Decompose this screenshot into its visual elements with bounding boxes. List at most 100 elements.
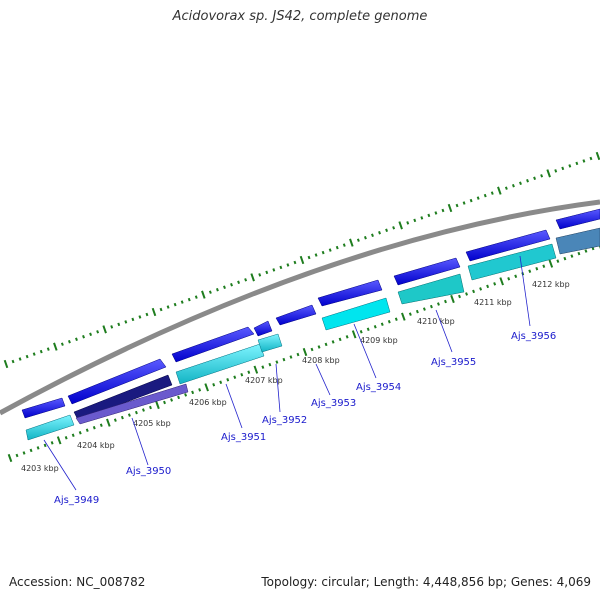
gene-ajs3949-forward[interactable] — [21, 397, 66, 419]
tick-mark — [378, 231, 381, 235]
tick-mark — [371, 233, 374, 237]
tick-mark — [356, 238, 360, 242]
kbp-label: 4203 kbp — [21, 464, 59, 473]
kbp-label: 4211 kbp — [474, 298, 512, 307]
tick-mark — [307, 255, 311, 260]
gene-ajs3955-forward[interactable] — [393, 257, 461, 286]
gene-ajs3955-reverse[interactable] — [397, 273, 465, 305]
tick-mark — [589, 156, 593, 161]
tick-mark — [67, 339, 71, 344]
tick-mark — [286, 263, 290, 267]
tick-mark — [373, 325, 377, 329]
gene-label[interactable]: Ajs_3956 — [511, 331, 556, 342]
tick-mark — [110, 325, 114, 329]
gene-ajs3951-reverse[interactable] — [175, 343, 265, 385]
outer-tick-marks — [3, 151, 600, 369]
tick-mark — [556, 259, 560, 263]
tick-mark — [219, 380, 223, 385]
gene-ajs3954-reverse[interactable] — [321, 297, 391, 331]
tick-mark — [437, 302, 440, 306]
gene-next-forward[interactable] — [555, 208, 600, 230]
tick-mark — [166, 305, 170, 309]
tick-mark — [159, 307, 163, 312]
tick-mark — [163, 400, 166, 405]
tick-mark — [244, 278, 248, 282]
gene-label[interactable]: Ajs_3949 — [54, 495, 99, 506]
tick-mark — [401, 312, 406, 321]
tick-mark — [184, 393, 188, 397]
gene-ajs3950b-reverse[interactable] — [75, 383, 189, 425]
tick-mark — [142, 408, 145, 412]
gene-ajs3952-forward[interactable] — [253, 320, 273, 337]
gene-ajs3951-forward[interactable] — [171, 326, 255, 363]
tick-mark — [180, 300, 184, 304]
tick-mark — [465, 292, 468, 296]
tick-mark — [296, 352, 300, 357]
tick-mark — [85, 428, 89, 432]
tick-mark — [493, 282, 497, 286]
tick-mark — [511, 183, 515, 188]
gene-ajs3949-reverse[interactable] — [25, 414, 75, 441]
tick-mark — [198, 388, 202, 392]
tick-mark — [3, 359, 9, 369]
tick-mark — [39, 349, 43, 354]
tick-mark — [526, 179, 529, 183]
tick-mark — [427, 213, 431, 218]
gene-label[interactable]: Ajs_3954 — [356, 382, 401, 393]
gene-ajs3954-forward[interactable] — [317, 279, 383, 307]
tick-mark — [32, 352, 36, 356]
reverse-strand-genes — [25, 227, 600, 441]
genome-backbone — [0, 199, 600, 416]
tick-mark — [429, 304, 433, 309]
tick-mark — [92, 425, 96, 430]
gene-ajs3952-reverse[interactable] — [257, 333, 283, 353]
kbp-label: 4204 kbp — [77, 441, 115, 450]
tick-mark — [96, 330, 100, 334]
tick-mark — [138, 315, 142, 319]
tick-mark — [359, 330, 363, 334]
tick-mark — [89, 332, 93, 337]
gene-label[interactable]: Ajs_3955 — [431, 357, 476, 368]
gene-label[interactable]: Ajs_3950 — [126, 466, 171, 477]
tick-mark — [504, 186, 508, 190]
tick-mark — [124, 320, 128, 324]
tick-mark — [479, 287, 483, 291]
tick-mark — [25, 354, 29, 359]
tick-mark — [519, 181, 522, 185]
tick-mark — [462, 201, 466, 205]
tick-mark — [50, 441, 54, 445]
gene-ajs3956-forward[interactable] — [465, 229, 551, 262]
tick-mark — [490, 191, 494, 195]
tick-mark — [533, 176, 537, 181]
tick-mark — [265, 270, 269, 275]
tick-mark — [420, 216, 424, 220]
tick-mark — [413, 218, 417, 223]
tick-mark — [577, 251, 581, 256]
map-title: Acidovorax sp. JS42, complete genome — [172, 9, 428, 24]
tick-mark — [78, 431, 82, 435]
tick-mark — [127, 413, 131, 417]
tick-mark — [441, 208, 445, 213]
tick-mark — [233, 375, 237, 379]
tick-mark — [237, 280, 241, 285]
gene-ajs3953-forward[interactable] — [275, 304, 317, 326]
tick-mark — [151, 307, 157, 317]
tick-mark — [275, 360, 279, 364]
tick-mark — [253, 365, 259, 374]
tick-mark — [212, 383, 216, 387]
gene-ajs3956-reverse[interactable] — [467, 243, 557, 281]
gene-next-reverse[interactable] — [555, 227, 600, 255]
gene-label[interactable]: Ajs_3952 — [262, 415, 307, 426]
tick-mark — [272, 268, 276, 272]
gene-label[interactable]: Ajs_3953 — [311, 398, 356, 409]
tick-mark — [351, 330, 357, 339]
tick-mark — [535, 266, 539, 271]
tick-mark — [194, 295, 198, 299]
gene-ajs3950-reverse[interactable] — [73, 374, 173, 421]
gene-label[interactable]: Ajs_3951 — [221, 432, 266, 443]
tick-mark — [22, 451, 26, 455]
tick-mark — [568, 164, 572, 168]
gene-ajs3950-forward[interactable] — [67, 358, 167, 405]
tick-mark — [447, 203, 453, 213]
